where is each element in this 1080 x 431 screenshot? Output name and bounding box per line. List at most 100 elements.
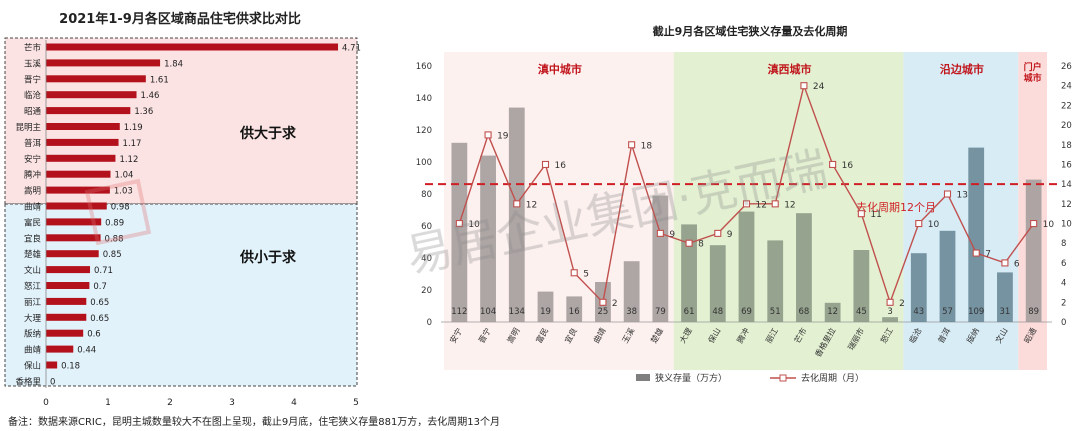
supply-ratio-bar bbox=[46, 234, 101, 242]
right-y-tick-label: 14 bbox=[1061, 180, 1072, 190]
period-marker bbox=[714, 229, 722, 237]
bar-value-label: 0.89 bbox=[105, 218, 124, 228]
region-label: 门户 bbox=[1024, 61, 1042, 73]
supply-ratio-bar bbox=[46, 202, 107, 210]
right-y-tick-label: 4 bbox=[1061, 279, 1066, 289]
period-marker bbox=[570, 269, 578, 277]
right-y-tick-label: 26 bbox=[1061, 62, 1072, 72]
bar-value-label: 1.19 bbox=[124, 123, 143, 133]
period-value-label: 7 bbox=[985, 250, 991, 260]
supply-demand-chart: 2021年1-9月各区域商品住宅供求比对比 供大于求 供小于求 芒市 4.71 玉溪… bbox=[4, 11, 361, 408]
left-y-tick-label: 0 bbox=[427, 318, 432, 328]
region-label: 城市 bbox=[1024, 72, 1042, 84]
category-label: 香格里 bbox=[15, 376, 41, 387]
stock-value-label: 79 bbox=[655, 307, 666, 317]
category-label: 楚雄 bbox=[24, 249, 42, 260]
period-marker bbox=[915, 219, 923, 228]
category-label: 安宁 bbox=[24, 154, 41, 165]
legend-label-period: 去化周期（月） bbox=[801, 372, 864, 384]
category-label: 昭通 bbox=[24, 106, 42, 117]
undersupply-zone bbox=[4, 203, 358, 387]
period-marker bbox=[628, 141, 636, 149]
period-marker bbox=[1001, 259, 1009, 267]
supply-ratio-bar bbox=[46, 170, 111, 178]
period-value-label: 10 bbox=[1043, 220, 1055, 230]
bar-value-label: 1.17 bbox=[123, 139, 142, 149]
oversupply-label: 供大于求 bbox=[239, 125, 297, 142]
left-y-tick-label: 60 bbox=[421, 222, 432, 232]
x-tick-label: 2 bbox=[167, 398, 173, 408]
period-value-label: 10 bbox=[468, 220, 480, 230]
category-label: 昆明主 bbox=[15, 122, 41, 133]
right-y-tick-label: 2 bbox=[1061, 298, 1066, 308]
supply-ratio-bar bbox=[46, 91, 137, 99]
category-label: 版纳 bbox=[24, 329, 41, 340]
supply-ratio-bar bbox=[46, 218, 102, 226]
bar-value-label: 0.18 bbox=[61, 362, 80, 372]
bar-value-label: 1.46 bbox=[141, 91, 160, 101]
stock-bar bbox=[738, 211, 755, 322]
period-marker bbox=[829, 160, 837, 169]
category-label: 保山 bbox=[24, 361, 41, 372]
stock-value-label: 112 bbox=[451, 307, 467, 317]
category-label: 腾冲 bbox=[24, 170, 41, 181]
period-value-label: 12 bbox=[526, 200, 537, 210]
right-y-tick-label: 20 bbox=[1061, 121, 1072, 131]
supply-ratio-bar bbox=[46, 297, 87, 305]
category-label: 晋宁 bbox=[24, 74, 41, 85]
stock-bar bbox=[451, 142, 468, 322]
bar-value-label: 0.65 bbox=[90, 314, 109, 324]
bar-value-label: 1.12 bbox=[119, 155, 138, 165]
bar-value-label: 0.65 bbox=[90, 298, 109, 308]
stock-value-label: 16 bbox=[569, 307, 580, 317]
stock-value-label: 69 bbox=[741, 307, 752, 317]
period-value-label: 16 bbox=[842, 161, 854, 171]
period-value-label: 19 bbox=[497, 131, 509, 141]
period-marker bbox=[513, 200, 521, 208]
stock-value-label: 61 bbox=[684, 307, 695, 317]
right-y-tick-label: 10 bbox=[1061, 220, 1072, 230]
period-value-label: 18 bbox=[641, 141, 653, 151]
stock-value-label: 104 bbox=[480, 307, 496, 317]
period-value-label: 16 bbox=[555, 161, 567, 171]
x-tick-label: 3 bbox=[229, 398, 235, 408]
supply-ratio-bar bbox=[46, 59, 161, 67]
stock-bar bbox=[1025, 179, 1042, 322]
right-y-tick-label: 0 bbox=[1061, 318, 1066, 328]
x-tick-label: 5 bbox=[353, 398, 359, 408]
stock-bar bbox=[537, 291, 554, 322]
stock-value-label: 134 bbox=[509, 307, 525, 317]
footnote: 备注：数据来源CRIC，昆明主城数量较大不在图上呈现，截止9月底，住宅狭义存量8… bbox=[8, 415, 500, 428]
period-value-label: 10 bbox=[928, 220, 940, 230]
period-marker bbox=[455, 219, 463, 228]
supply-ratio-bar bbox=[46, 75, 146, 83]
stock-value-label: 48 bbox=[712, 307, 723, 317]
bar-value-label: 0.85 bbox=[103, 250, 122, 260]
watermark-logo bbox=[84, 178, 152, 246]
period-value-label: 11 bbox=[870, 210, 881, 220]
period-marker bbox=[484, 131, 492, 139]
threshold-label: 去化周期12个月 bbox=[856, 200, 936, 214]
legend-label-stock: 狭义存量（万方） bbox=[655, 372, 727, 384]
period-marker bbox=[656, 229, 664, 237]
category-label: 芒市 bbox=[24, 43, 42, 54]
period-value-label: 9 bbox=[727, 230, 733, 240]
stock-value-label: 89 bbox=[1028, 307, 1039, 317]
left-y-tick-label: 100 bbox=[416, 158, 432, 168]
stock-bar bbox=[681, 224, 697, 322]
period-value-label: 5 bbox=[583, 269, 589, 279]
left-chart-title: 2021年1-9月各区域商品住宅供求比对比 bbox=[59, 11, 301, 27]
legend-swatch-stock bbox=[636, 374, 650, 381]
category-label: 大理 bbox=[24, 313, 42, 324]
right-y-tick-label: 18 bbox=[1061, 141, 1072, 151]
category-label: 玉溪 bbox=[24, 58, 42, 69]
left-y-tick-label: 160 bbox=[416, 62, 432, 72]
period-value-label: 6 bbox=[1014, 259, 1020, 269]
x-tick-label: 0 bbox=[43, 398, 49, 408]
period-marker bbox=[599, 298, 607, 306]
stock-bar bbox=[652, 195, 669, 322]
stock-value-label: 3 bbox=[887, 307, 892, 317]
period-marker bbox=[771, 200, 779, 208]
